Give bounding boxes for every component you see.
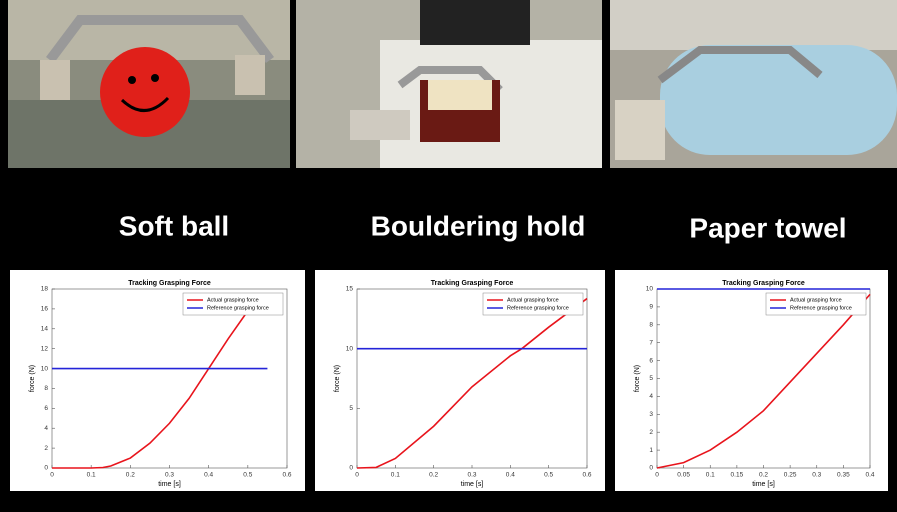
x-tick-label: 0.2 xyxy=(759,472,768,479)
x-tick-label: 0.2 xyxy=(126,472,135,479)
y-tick-label: 10 xyxy=(41,365,49,372)
x-axis-label: time [s] xyxy=(158,481,181,488)
chart-title: Tracking Grasping Force xyxy=(722,280,805,287)
x-tick-label: 0.1 xyxy=(87,472,96,479)
plot-area xyxy=(52,289,287,468)
chart: Tracking Grasping Force time [s] force (N)… xyxy=(10,270,305,491)
y-tick-label: 4 xyxy=(44,425,48,432)
chart: Tracking Grasping Force time [s] force (N)… xyxy=(315,270,605,491)
x-tick-label: 0.6 xyxy=(282,472,291,479)
y-tick-label: 3 xyxy=(649,411,653,418)
x-tick-label: 0.2 xyxy=(429,472,438,479)
chart-title: Tracking Grasping Force xyxy=(431,280,514,287)
y-tick-label: 6 xyxy=(649,357,653,364)
y-tick-label: 16 xyxy=(41,306,49,313)
y-tick-label: 0 xyxy=(649,465,653,472)
caption: Bouldering hold xyxy=(371,210,586,241)
y-tick-label: 1 xyxy=(649,447,653,454)
x-tick-label: 0.5 xyxy=(243,472,252,479)
x-tick-label: 0.35 xyxy=(837,472,850,479)
plot-area xyxy=(657,289,870,468)
plot-area xyxy=(357,289,587,468)
y-tick-label: 2 xyxy=(649,429,653,436)
x-tick-label: 0.4 xyxy=(865,472,874,479)
y-axis-label: force (N) xyxy=(334,365,341,392)
x-tick-label: 0.15 xyxy=(731,472,744,479)
legend-label: Actual grasping force xyxy=(790,297,842,303)
photo-paper-towel xyxy=(610,0,897,168)
y-tick-label: 6 xyxy=(44,405,48,412)
y-tick-label: 18 xyxy=(41,286,49,293)
x-tick-label: 0 xyxy=(50,472,54,479)
legend-label: Reference grasping force xyxy=(507,305,569,311)
x-tick-label: 0.4 xyxy=(204,472,213,479)
caption: Paper towel xyxy=(689,212,846,243)
chart: Tracking Grasping Force time [s] force (N)… xyxy=(615,270,888,491)
y-tick-label: 14 xyxy=(41,325,49,332)
legend-box xyxy=(766,293,866,315)
y-tick-label: 9 xyxy=(649,304,653,311)
x-tick-label: 0.1 xyxy=(391,472,400,479)
x-tick-label: 0.4 xyxy=(506,472,515,479)
chart-title: Tracking Grasping Force xyxy=(128,280,211,287)
legend-label: Reference grasping force xyxy=(790,305,852,311)
y-tick-label: 5 xyxy=(649,375,653,382)
x-axis-label: time [s] xyxy=(461,481,484,488)
y-tick-label: 2 xyxy=(44,445,48,452)
legend-box xyxy=(483,293,583,315)
y-tick-label: 8 xyxy=(44,385,48,392)
x-tick-label: 0.5 xyxy=(544,472,553,479)
legend-label: Actual grasping force xyxy=(207,297,259,303)
x-tick-label: 0 xyxy=(355,472,359,479)
x-tick-label: 0.1 xyxy=(706,472,715,479)
legend-label: Actual grasping force xyxy=(507,297,559,303)
y-axis-label: force (N) xyxy=(634,365,641,392)
x-tick-label: 0.25 xyxy=(784,472,797,479)
y-tick-label: 4 xyxy=(649,393,653,400)
photo-bouldering-hold xyxy=(296,0,602,168)
x-axis-label: time [s] xyxy=(752,481,775,488)
x-tick-label: 0.3 xyxy=(812,472,821,479)
x-tick-label: 0 xyxy=(655,472,659,479)
y-tick-label: 8 xyxy=(649,322,653,329)
y-tick-label: 10 xyxy=(646,286,654,293)
video-frame: Soft ball Bouldering hold Paper towel Tr… xyxy=(0,0,897,512)
y-tick-label: 10 xyxy=(346,345,354,352)
x-tick-label: 0.05 xyxy=(677,472,690,479)
photo-soft-ball xyxy=(8,0,290,168)
y-tick-label: 7 xyxy=(649,339,653,346)
y-tick-label: 15 xyxy=(346,286,354,293)
y-tick-label: 12 xyxy=(41,345,49,352)
x-tick-label: 0.3 xyxy=(467,472,476,479)
y-tick-label: 0 xyxy=(349,465,353,472)
y-tick-label: 0 xyxy=(44,465,48,472)
x-tick-label: 0.3 xyxy=(165,472,174,479)
y-axis-label: force (N) xyxy=(29,365,36,392)
legend-box xyxy=(183,293,283,315)
page: Soft ball Bouldering hold Paper towel Tr… xyxy=(0,0,897,512)
caption: Soft ball xyxy=(119,210,229,241)
y-tick-label: 5 xyxy=(349,405,353,412)
x-tick-label: 0.6 xyxy=(582,472,591,479)
legend-label: Reference grasping force xyxy=(207,305,269,311)
